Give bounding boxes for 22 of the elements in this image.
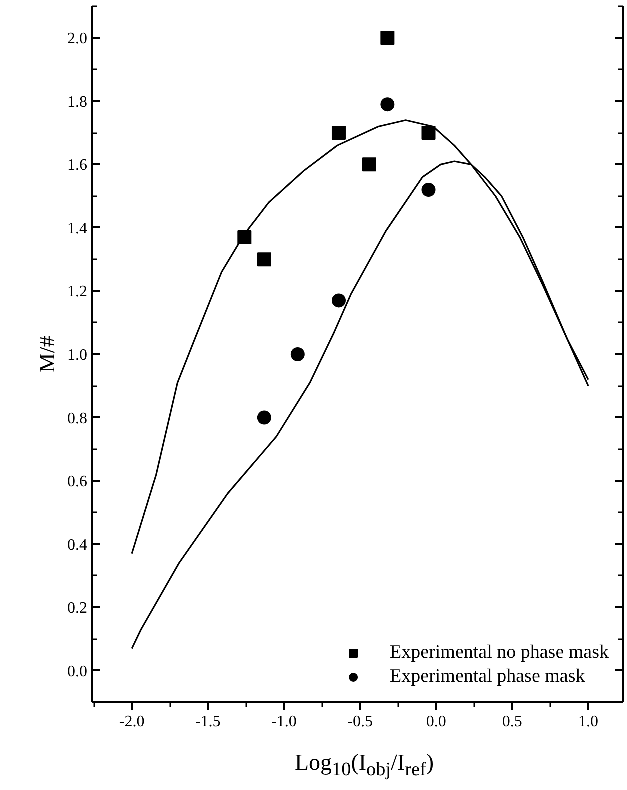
y-tick-label: 1.8 (68, 94, 88, 111)
y-tick-label: 1.6 (68, 157, 88, 174)
x-tick-label: -2.0 (119, 714, 145, 730)
x-tick-label: 0.0 (426, 714, 446, 730)
y-tick-label: 1.2 (68, 284, 88, 301)
x-tick-label: 0.5 (502, 714, 522, 730)
x-tick-label: -1.5 (195, 714, 221, 730)
x-tick-label: -0.5 (348, 714, 373, 730)
y-tick-label: 0.6 (68, 474, 88, 491)
x-tick-label: 1.0 (578, 714, 599, 730)
legend-label: Experimental phase mask (390, 666, 586, 688)
y-tick-label: 2.0 (68, 30, 88, 48)
y-tick-label: 1.0 (68, 347, 88, 364)
y-tick-label: 0.8 (68, 410, 88, 428)
y-tick-label: 0.0 (68, 663, 88, 680)
y-tick-label: 1.4 (68, 220, 88, 238)
x-axis-title: Log$_{10}$(I$_{obj}$/I$_{ref}$) (294, 749, 434, 783)
y-tick-label: 0.4 (68, 536, 88, 554)
legend-label: Experimental no phase mask (390, 642, 609, 664)
y-tick-label: 0.2 (68, 600, 88, 618)
y-axis-title: M/# (34, 336, 60, 373)
x-tick-label: -1.0 (272, 714, 297, 730)
